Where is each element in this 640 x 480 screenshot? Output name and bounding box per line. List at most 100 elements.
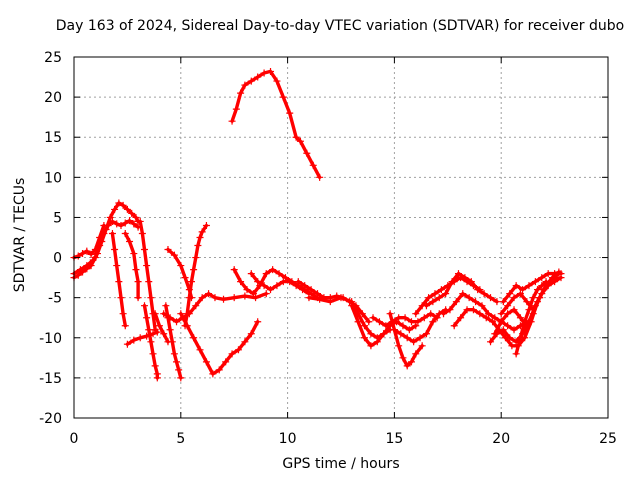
data-point-marker — [215, 366, 223, 374]
data-point-marker — [467, 278, 475, 286]
x-tick-label: 25 — [599, 431, 617, 447]
data-point-marker — [367, 330, 375, 338]
data-point-marker — [130, 336, 138, 344]
data-point-marker — [149, 350, 157, 358]
data-point-marker — [119, 310, 127, 318]
data-point-marker — [175, 366, 183, 374]
data-point-marker — [294, 278, 302, 286]
data-point-marker — [151, 326, 159, 334]
data-point-marker — [228, 117, 236, 125]
series-arc15 — [228, 67, 324, 181]
data-point-marker — [523, 298, 531, 306]
data-point-marker — [279, 278, 287, 286]
data-point-marker — [134, 278, 142, 286]
data-point-marker — [234, 346, 242, 354]
data-point-marker — [544, 270, 552, 278]
data-point-marker — [190, 334, 198, 342]
data-point-marker — [211, 294, 219, 302]
data-point-marker — [316, 173, 324, 181]
data-point-marker — [427, 310, 435, 318]
data-point-marker — [309, 161, 317, 169]
data-point-marker — [429, 318, 437, 326]
plot-frame — [73, 56, 609, 419]
data-point-marker — [403, 362, 411, 370]
data-point-marker — [499, 298, 507, 306]
data-point-marker — [461, 274, 469, 282]
y-tick-label: -5 — [48, 291, 62, 307]
data-point-marker — [476, 310, 484, 318]
data-point-marker — [504, 310, 512, 318]
data-point-marker — [185, 310, 193, 318]
series-arc26 — [440, 290, 531, 334]
series-arc6 — [123, 328, 161, 348]
data-point-marker — [484, 310, 492, 318]
data-point-marker — [292, 133, 300, 141]
data-point-marker — [192, 302, 200, 310]
data-point-marker — [230, 266, 238, 274]
data-point-marker — [126, 217, 134, 225]
data-point-marker — [196, 346, 204, 354]
series-trace — [230, 69, 322, 179]
series-trace — [424, 271, 499, 308]
data-point-marker — [437, 286, 445, 294]
data-point-marker — [111, 205, 119, 213]
data-point-marker — [155, 322, 163, 330]
data-point-marker — [187, 278, 195, 286]
data-point-marker — [119, 201, 127, 209]
data-point-marker — [179, 314, 187, 322]
data-point-marker — [452, 298, 460, 306]
data-point-marker — [369, 314, 377, 322]
series-trace — [183, 223, 209, 328]
data-point-marker — [536, 294, 544, 302]
data-point-marker — [198, 228, 206, 236]
data-point-marker — [506, 290, 514, 298]
data-point-marker — [132, 213, 140, 221]
series-arc17 — [247, 270, 313, 298]
y-tick-label: -15 — [39, 371, 62, 387]
series-trace — [249, 271, 311, 296]
data-point-marker — [469, 306, 477, 314]
data-point-marker — [399, 354, 407, 362]
data-point-marker — [401, 314, 409, 322]
data-point-marker — [162, 302, 170, 310]
data-point-marker — [463, 306, 471, 314]
data-point-marker — [177, 310, 185, 318]
data-point-marker — [307, 286, 315, 294]
data-point-marker — [395, 342, 403, 350]
data-point-marker — [296, 137, 304, 145]
data-point-marker — [425, 294, 433, 302]
data-point-marker — [493, 298, 501, 306]
data-point-marker — [147, 338, 155, 346]
data-point-marker — [230, 294, 238, 302]
series-arc10 — [162, 302, 185, 382]
series-trace — [123, 231, 140, 300]
data-point-marker — [166, 326, 174, 334]
data-point-marker — [399, 322, 407, 330]
series-arc13 — [177, 310, 262, 378]
data-point-marker — [74, 271, 82, 279]
data-point-marker — [397, 330, 405, 338]
data-point-marker — [299, 286, 307, 294]
data-point-marker — [521, 318, 529, 326]
x-tick-label: 0 — [70, 431, 79, 447]
data-point-marker — [448, 278, 456, 286]
data-point-marker — [418, 342, 426, 350]
data-point-marker — [510, 306, 518, 314]
data-point-marker — [168, 338, 176, 346]
data-point-marker — [480, 290, 488, 298]
data-point-marker — [87, 262, 95, 270]
series-arc7 — [136, 217, 159, 334]
y-tick-label: 20 — [44, 90, 62, 106]
data-point-marker — [151, 362, 159, 370]
data-point-marker — [74, 252, 82, 260]
data-point-marker — [497, 318, 505, 326]
data-point-marker — [198, 294, 206, 302]
x-tick-label: 5 — [176, 431, 185, 447]
series-arc14 — [160, 290, 270, 326]
data-point-marker — [303, 149, 311, 157]
series-trace — [179, 312, 260, 376]
data-point-marker — [525, 306, 533, 314]
data-point-marker — [111, 246, 119, 254]
data-point-marker — [551, 270, 559, 278]
